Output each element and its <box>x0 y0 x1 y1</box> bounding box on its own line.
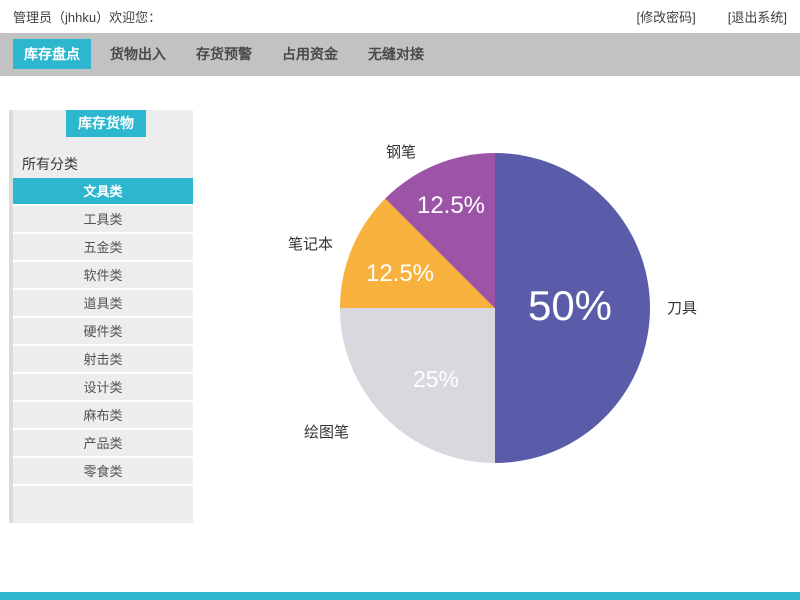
pie-percent-knife: 50% <box>527 282 613 329</box>
pie-percent-notebook: 12.5% <box>365 260 435 287</box>
change-password-link[interactable]: [修改密码] <box>636 10 696 25</box>
pie-label-pen: 钢笔 <box>386 144 417 161</box>
inventory-pie-chart <box>340 153 650 463</box>
pie-label-knife: 刀具 <box>667 300 698 317</box>
category-item-hardware-metal[interactable]: 五金类 <box>13 234 193 262</box>
pie-label-drawing-pen: 绘图笔 <box>304 424 350 441</box>
category-item-shooting[interactable]: 射击类 <box>13 346 193 374</box>
category-item-linen[interactable]: 麻布类 <box>13 402 193 430</box>
pie-label-notebook: 笔记本 <box>288 236 334 253</box>
category-item-snacks[interactable]: 零食类 <box>13 458 193 486</box>
welcome-text: 管理员（jhhku）欢迎您： <box>13 10 162 25</box>
category-item-design[interactable]: 设计类 <box>13 374 193 402</box>
tab-occupied-funds[interactable]: 占用资金 <box>282 46 338 62</box>
category-item-software[interactable]: 软件类 <box>13 262 193 290</box>
footer-accent-bar <box>0 592 800 600</box>
category-sidebar: 库存货物 所有分类 文具类 工具类 五金类 软件类 道具类 硬件类 射击类 设计… <box>9 110 193 523</box>
category-item-stationery[interactable]: 文具类 <box>13 178 193 206</box>
tab-inventory-check[interactable]: 库存盘点 <box>13 39 91 69</box>
tab-stock-warning[interactable]: 存货预警 <box>196 46 252 62</box>
category-item-props[interactable]: 道具类 <box>13 290 193 318</box>
pie-percent-drawing-pen: 25% <box>412 366 460 392</box>
tab-seamless-docking[interactable]: 无缝对接 <box>368 46 424 62</box>
category-list: 文具类 工具类 五金类 软件类 道具类 硬件类 射击类 设计类 麻布类 产品类 … <box>13 178 193 486</box>
tab-goods-in-out[interactable]: 货物出入 <box>110 46 166 62</box>
category-item-hardware[interactable]: 硬件类 <box>13 318 193 346</box>
category-item-tools[interactable]: 工具类 <box>13 206 193 234</box>
all-categories-label: 所有分类 <box>22 156 78 172</box>
category-item-products[interactable]: 产品类 <box>13 430 193 458</box>
main-nav: 库存盘点 货物出入 存货预警 占用资金 无缝对接 <box>0 33 800 76</box>
pie-percent-pen: 12.5% <box>416 192 486 219</box>
sidebar-title-badge: 库存货物 <box>66 110 146 137</box>
topbar: 管理员（jhhku）欢迎您： [修改密码] [退出系统] <box>0 0 800 33</box>
logout-link[interactable]: [退出系统] <box>727 10 787 25</box>
